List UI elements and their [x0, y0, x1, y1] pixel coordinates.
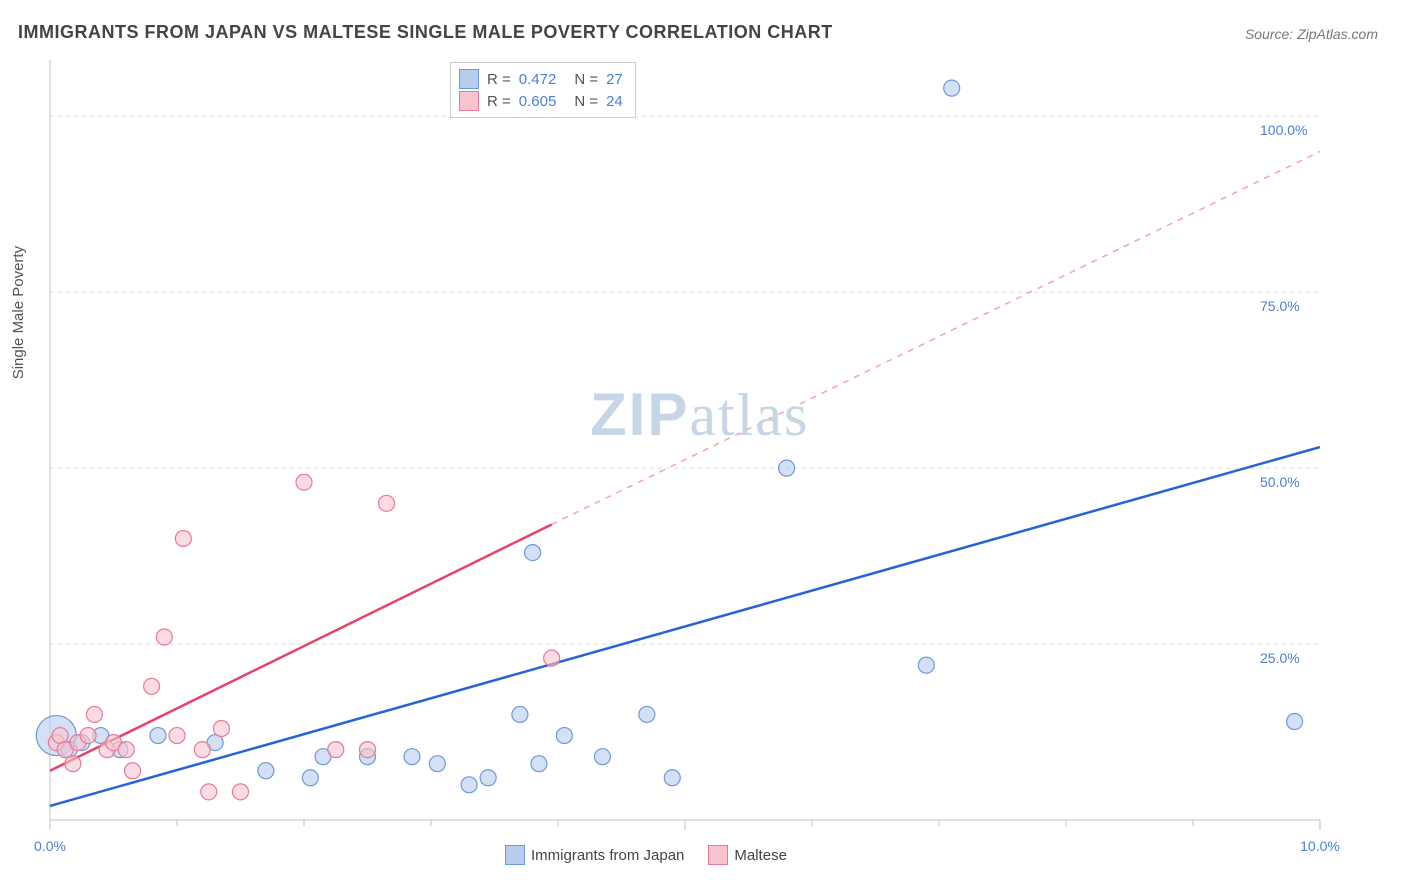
chart-container: IMMIGRANTS FROM JAPAN VS MALTESE SINGLE …: [0, 0, 1406, 892]
legend-swatch: [505, 845, 525, 865]
y-tick-label: 50.0%: [1260, 474, 1300, 490]
legend-item: Immigrants from Japan: [505, 845, 684, 865]
legend-item-label: Maltese: [734, 847, 787, 864]
legend-item: Maltese: [708, 845, 787, 865]
legend-r-value: 0.472: [519, 71, 557, 88]
legend-swatch: [459, 91, 479, 111]
x-tick-label: 10.0%: [1300, 838, 1340, 854]
legend-row: R = 0.605 N = 24: [459, 91, 623, 111]
series-legend: Immigrants from Japan Maltese: [505, 845, 787, 865]
y-tick-label: 100.0%: [1260, 122, 1307, 138]
legend-r-label: R =: [487, 71, 511, 88]
x-tick-label: 0.0%: [34, 838, 66, 854]
legend-n-label: N =: [574, 71, 598, 88]
legend-swatch: [708, 845, 728, 865]
legend-r-value: 0.605: [519, 93, 557, 110]
legend-n-value: 27: [606, 71, 623, 88]
legend-swatch: [459, 69, 479, 89]
y-tick-label: 25.0%: [1260, 650, 1300, 666]
legend-row: R = 0.472 N = 27: [459, 69, 623, 89]
correlation-legend: R = 0.472 N = 27 R = 0.605 N = 24: [450, 62, 636, 118]
legend-item-label: Immigrants from Japan: [531, 847, 684, 864]
y-tick-label: 75.0%: [1260, 298, 1300, 314]
legend-n-value: 24: [606, 93, 623, 110]
legend-n-label: N =: [574, 93, 598, 110]
scatter-chart: [0, 0, 1406, 892]
legend-r-label: R =: [487, 93, 511, 110]
